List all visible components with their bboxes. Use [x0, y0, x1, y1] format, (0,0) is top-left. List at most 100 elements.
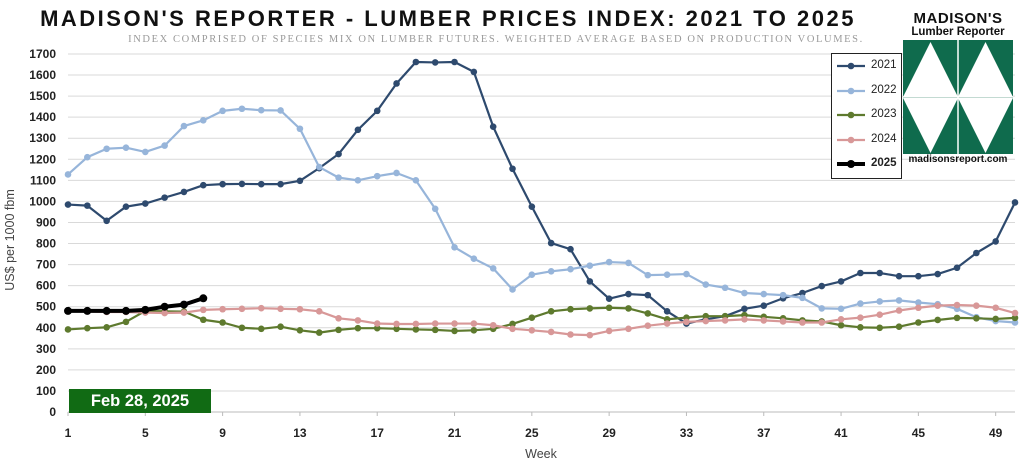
- data-point-2022: [837, 305, 845, 313]
- data-point-2023: [547, 308, 555, 315]
- data-point-2021: [837, 278, 845, 285]
- data-point-2021: [528, 203, 536, 210]
- data-point-2021: [567, 245, 574, 253]
- data-point-2023: [528, 314, 536, 321]
- x-tick-label: 21: [448, 426, 462, 440]
- data-point-2024: [567, 331, 574, 338]
- y-tick-label: 1300: [29, 131, 56, 145]
- y-tick-label: 800: [36, 237, 56, 251]
- data-point-2023: [876, 324, 884, 332]
- data-point-2022: [721, 284, 729, 292]
- data-point-2023: [1011, 314, 1019, 322]
- data-point-2022: [509, 286, 516, 293]
- legend-label: 2022: [871, 83, 897, 96]
- data-point-2021: [431, 59, 439, 66]
- x-tick-label: 33: [680, 426, 694, 440]
- data-point-2024: [509, 325, 516, 333]
- data-point-2024: [219, 305, 226, 313]
- data-point-2022: [741, 289, 748, 297]
- data-point-2022: [528, 271, 536, 278]
- data-point-2023: [354, 324, 362, 332]
- data-point-2021: [64, 201, 72, 208]
- y-tick-label: 1000: [29, 194, 56, 208]
- data-point-2021: [238, 180, 246, 188]
- legend-swatch-icon: [837, 136, 865, 143]
- data-point-2024: [354, 317, 362, 324]
- data-point-2022: [683, 270, 690, 278]
- y-axis-label: US$ per 1000 fbm: [3, 189, 17, 290]
- axes: 0 100 200 300 400 500 600 700 800 900 1000 1100 1200…: [29, 47, 1015, 440]
- legend-item-2021: 2021: [836, 57, 902, 75]
- data-point-2024: [277, 305, 284, 313]
- x-axis-label: Week: [525, 447, 557, 461]
- x-tick-label: 1: [65, 426, 72, 440]
- data-point-2021: [1011, 199, 1019, 206]
- data-point-2021: [354, 126, 362, 134]
- data-point-2022: [818, 305, 826, 312]
- data-point-2022: [412, 177, 420, 184]
- data-point-2024: [431, 320, 439, 327]
- data-point-2024: [818, 319, 826, 326]
- data-point-2021: [760, 302, 768, 309]
- data-point-2022: [84, 153, 91, 161]
- data-point-2025: [141, 305, 150, 314]
- x-tick-label: 41: [834, 426, 848, 440]
- data-point-2023: [335, 326, 342, 334]
- data-point-2022: [915, 299, 922, 306]
- data-point-2022: [760, 290, 768, 298]
- x-tick-label: 5: [142, 426, 149, 440]
- data-point-2023: [103, 324, 110, 331]
- data-point-2024: [837, 316, 845, 323]
- data-point-2023: [605, 304, 613, 312]
- legend-swatch-icon: [837, 160, 865, 168]
- data-point-2023: [199, 316, 207, 324]
- legend-label: 2024: [871, 132, 897, 145]
- data-point-2022: [779, 291, 787, 299]
- y-tick-label: 0: [49, 405, 56, 419]
- data-point-2023: [257, 325, 265, 333]
- data-point-2021: [277, 180, 284, 188]
- data-point-2021: [412, 58, 420, 66]
- data-point-2022: [857, 300, 864, 307]
- data-point-2022: [625, 259, 632, 267]
- data-point-2021: [296, 177, 304, 185]
- data-point-2024: [451, 320, 458, 327]
- data-point-2023: [895, 323, 903, 331]
- data-point-2024: [992, 304, 999, 312]
- data-point-2024: [876, 311, 884, 319]
- data-point-2023: [934, 316, 941, 324]
- data-point-2025: [83, 306, 92, 315]
- data-point-2024: [547, 328, 555, 336]
- chart-legend: 2021 2022 2023 2024 2025: [831, 53, 902, 179]
- data-point-2022: [895, 297, 903, 304]
- data-point-2023: [470, 326, 478, 334]
- x-tick-label: 25: [525, 426, 539, 440]
- data-point-2022: [199, 117, 207, 124]
- data-point-2023: [393, 325, 400, 333]
- data-point-2023: [315, 329, 323, 336]
- data-point-2022: [373, 172, 381, 180]
- data-point-2022: [122, 144, 130, 152]
- data-point-2025: [64, 306, 72, 315]
- logo-subtitle: Lumber Reporter: [911, 26, 1005, 38]
- data-point-2023: [296, 326, 304, 334]
- data-point-2022: [335, 174, 342, 181]
- y-tick-label: 100: [36, 384, 56, 398]
- series-2023: [64, 304, 1019, 336]
- data-point-2023: [451, 327, 458, 335]
- data-point-2024: [412, 320, 420, 328]
- data-point-2023: [277, 323, 284, 331]
- x-tick-label: 17: [371, 426, 385, 440]
- data-point-2024: [238, 305, 246, 313]
- x-tick-label: 37: [757, 426, 771, 440]
- chart-subtitle: INDEX COMPRISED OF SPECIES MIX ON LUMBER…: [128, 34, 864, 45]
- data-point-2025: [121, 306, 130, 315]
- data-point-2023: [915, 319, 922, 326]
- data-point-2021: [741, 305, 748, 313]
- data-point-2024: [393, 320, 400, 328]
- data-point-2024: [489, 321, 497, 329]
- data-point-2024: [161, 309, 168, 317]
- data-point-2024: [180, 309, 188, 316]
- data-point-2023: [644, 310, 652, 317]
